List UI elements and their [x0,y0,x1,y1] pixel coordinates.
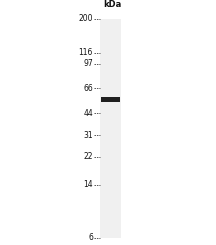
Bar [108,97,109,102]
Bar [112,97,113,102]
Bar [115,97,116,102]
Bar [107,97,108,102]
Bar [117,97,118,102]
Text: 116: 116 [78,48,93,57]
Text: kDa: kDa [103,0,121,9]
Bar [113,97,114,102]
Bar [107,97,108,102]
Bar [114,97,115,102]
Bar [119,97,120,102]
Bar [116,97,117,102]
Bar [104,97,105,102]
Bar [105,97,106,102]
Bar [100,19,121,238]
Text: 200: 200 [78,14,93,23]
Text: 44: 44 [83,109,93,118]
Text: 31: 31 [83,131,93,140]
Bar [103,97,104,102]
Bar [106,97,107,102]
Text: 66: 66 [83,84,93,93]
Text: 6: 6 [88,233,93,242]
Bar [102,97,103,102]
Bar [118,97,119,102]
Bar [109,97,110,102]
Bar [109,97,110,102]
Bar [111,97,112,102]
Bar [110,97,111,102]
Bar [101,97,102,102]
Text: 97: 97 [83,60,93,68]
Text: 14: 14 [83,180,93,189]
Bar [102,97,103,102]
Text: 22: 22 [83,152,93,161]
Bar [105,97,106,102]
Bar [117,97,118,102]
Bar [112,97,113,102]
Bar [104,97,105,102]
